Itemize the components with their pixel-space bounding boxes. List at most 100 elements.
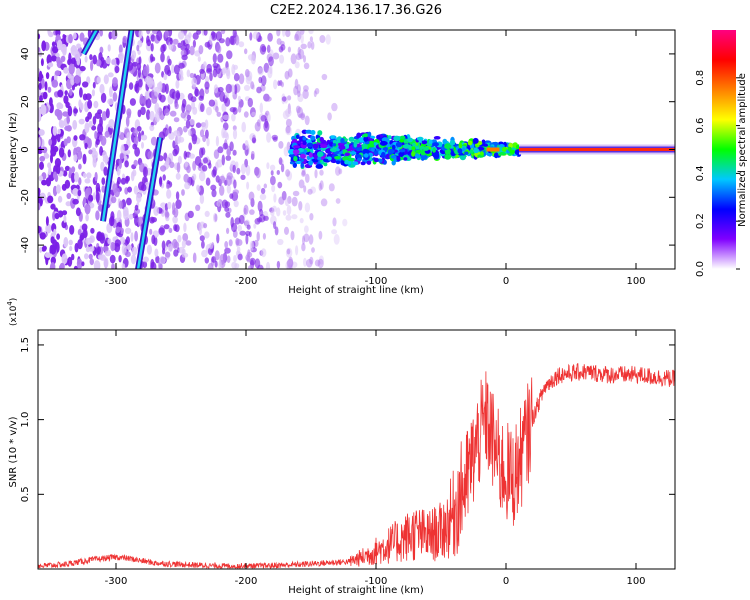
noise-blob	[118, 158, 123, 170]
noise-blob	[192, 252, 197, 263]
band-blob	[354, 154, 362, 159]
noise-blob	[207, 247, 213, 256]
noise-blob	[119, 236, 126, 245]
noise-blob	[143, 166, 148, 178]
noise-blob	[45, 72, 50, 80]
noise-blob	[78, 163, 82, 170]
noise-blob	[47, 86, 52, 93]
noise-blob	[203, 223, 208, 229]
band-blob	[320, 147, 327, 152]
noise-blob	[111, 30, 118, 40]
noise-blob	[182, 98, 187, 108]
noise-blob	[46, 54, 52, 65]
noise-blob	[64, 90, 68, 96]
noise-blob	[49, 97, 53, 107]
band-blob	[356, 157, 362, 162]
noise-blob	[124, 227, 132, 234]
noise-blob	[310, 186, 316, 194]
noise-blob	[149, 124, 155, 132]
noise-blob	[121, 244, 127, 256]
noise-blob	[62, 34, 66, 40]
streak-core	[101, 30, 133, 222]
noise-blob	[213, 212, 218, 223]
noise-blob	[154, 102, 160, 114]
noise-blob	[102, 156, 109, 163]
noise-blob	[328, 183, 335, 192]
noise-blob	[169, 110, 177, 117]
noise-blob	[243, 207, 247, 215]
noise-blob	[190, 96, 197, 103]
noise-blob	[221, 68, 226, 75]
noise-blob	[314, 88, 320, 95]
band-blob	[340, 138, 345, 144]
band-hotspot	[486, 147, 500, 152]
noise-blob	[137, 67, 141, 78]
noise-blob	[319, 35, 326, 43]
band-blob	[464, 151, 469, 155]
noise-blob	[327, 112, 332, 121]
noise-blob	[192, 160, 197, 171]
noise-blob	[38, 129, 45, 136]
band-blob	[402, 144, 411, 149]
noise-blob	[284, 197, 290, 207]
noise-blob	[203, 61, 207, 68]
noise-blob	[181, 54, 188, 61]
noise-blob	[39, 155, 46, 162]
noise-blob	[318, 230, 323, 240]
noise-blob	[125, 176, 129, 184]
spectrogram-band	[288, 129, 675, 170]
noise-blob	[266, 132, 272, 143]
band-blob	[379, 140, 388, 146]
noise-blob	[204, 81, 210, 90]
noise-blob	[277, 181, 283, 189]
noise-blob	[56, 184, 61, 194]
noise-blob	[259, 102, 263, 114]
noise-blob	[188, 142, 193, 151]
noise-blob	[270, 175, 276, 186]
noise-blob	[161, 240, 166, 251]
noise-blob	[226, 255, 231, 263]
noise-blob	[94, 112, 102, 119]
noise-blob	[165, 129, 170, 135]
noise-blob	[243, 84, 251, 91]
band-blob	[433, 136, 441, 140]
band-blob	[363, 136, 369, 142]
noise-blob	[233, 73, 240, 82]
noise-blob	[192, 173, 197, 181]
noise-blob	[168, 131, 175, 140]
noise-blob	[65, 201, 72, 207]
noise-blob	[181, 252, 189, 258]
noise-blob	[283, 146, 289, 157]
noise-blob	[42, 91, 48, 100]
noise-blob	[226, 50, 233, 60]
noise-blob	[57, 128, 61, 135]
snr-line	[38, 363, 675, 569]
noise-blob	[136, 125, 142, 132]
noise-blob	[232, 149, 237, 156]
noise-blob	[270, 170, 274, 176]
spectrogram-xlabel: Height of straight line (km)	[288, 285, 424, 296]
noise-blob	[73, 32, 77, 40]
noise-blob	[85, 116, 90, 123]
noise-blob	[195, 204, 201, 211]
noise-blob	[342, 218, 348, 227]
band-blob	[422, 146, 430, 151]
noise-blob	[167, 243, 173, 252]
noise-blob	[124, 160, 129, 168]
noise-blob	[71, 84, 75, 91]
noise-blob	[102, 246, 109, 252]
band-blob	[398, 149, 406, 153]
colorbar: 0.0 0.2 0.4 0.6 0.8 Normalized spectral ampl…	[695, 30, 748, 277]
noise-blob	[54, 174, 59, 183]
band-core	[519, 148, 675, 151]
noise-blob	[205, 129, 209, 139]
noise-blob	[309, 36, 313, 43]
noise-blob	[290, 230, 295, 241]
noise-blob	[93, 260, 101, 269]
noise-blob	[300, 43, 307, 50]
noise-blob	[101, 185, 106, 193]
noise-blob	[260, 248, 267, 258]
noise-blob	[127, 186, 132, 193]
noise-blob	[278, 157, 283, 165]
noise-blob	[61, 210, 68, 216]
